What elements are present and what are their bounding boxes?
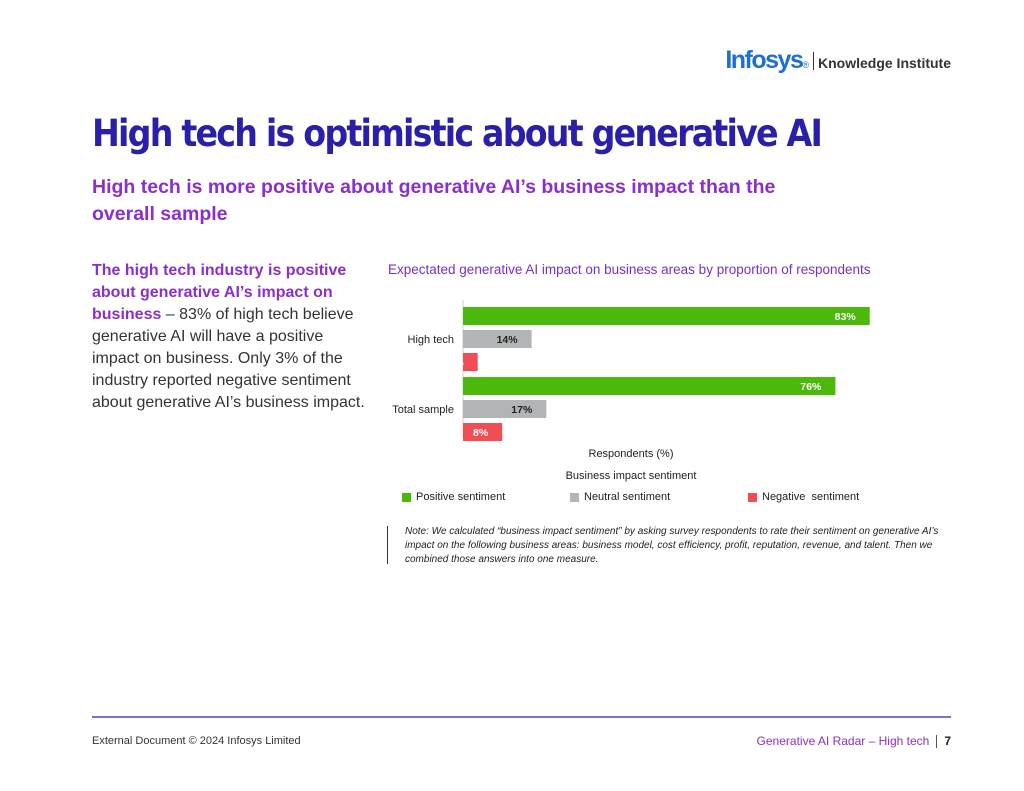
footer-divider bbox=[936, 734, 938, 748]
legend-item-negative: Negative sentiment bbox=[748, 491, 859, 503]
legend-item-positive: Positive sentiment bbox=[402, 491, 505, 503]
data-label-total-sample-neutral: 17% bbox=[511, 404, 533, 416]
legend-swatch bbox=[748, 492, 757, 502]
footer-doc-title: Generative AI Radar – High tech bbox=[756, 734, 930, 748]
data-label-total-sample-negative: 8% bbox=[473, 427, 489, 439]
legend-swatch bbox=[570, 492, 579, 502]
legend-item-neutral: Neutral sentiment bbox=[570, 491, 670, 503]
legend-swatch bbox=[402, 492, 411, 502]
data-label-total-sample-positive: 76% bbox=[800, 381, 822, 393]
category-label-high-tech: High tech bbox=[408, 334, 454, 346]
footer-rule bbox=[92, 716, 951, 718]
chart-note: Note: We calculated “business impact sen… bbox=[405, 526, 939, 565]
bar-high-tech-neutral bbox=[463, 330, 532, 348]
page-number: 7 bbox=[944, 734, 951, 748]
logo-brand: Infosys bbox=[725, 46, 804, 74]
body-text: – 83% of high tech believe generative AI… bbox=[92, 306, 365, 411]
footer-doc-info: Generative AI Radar – High tech 7 bbox=[757, 734, 951, 748]
bar-high-tech-negative bbox=[463, 353, 478, 371]
legend-label: Positive sentiment bbox=[416, 491, 506, 503]
chart-legend-title: Business impact sentiment bbox=[566, 470, 697, 482]
page-title: High tech is optimistic about generative… bbox=[92, 112, 823, 155]
chart-x-axis-label: Respondents (%) bbox=[589, 448, 674, 460]
legend-label: Neutral sentiment bbox=[584, 491, 671, 503]
footer-copyright: External Document © 2024 Infosys Limited bbox=[92, 735, 301, 747]
body-paragraph: The high tech industry is positive about… bbox=[92, 260, 372, 414]
logo-divider bbox=[813, 51, 814, 70]
infosys-logo: Infosys ® Knowledge Institute bbox=[725, 46, 951, 75]
logo-registered-mark: ® bbox=[802, 60, 809, 70]
chart-title: Expectated generative AI impact on busin… bbox=[388, 262, 871, 277]
logo-institute: Knowledge Institute bbox=[818, 55, 951, 71]
bar-total-sample-positive bbox=[463, 377, 836, 395]
legend-label: Negative sentiment bbox=[762, 491, 860, 503]
data-label-high-tech-neutral: 14% bbox=[497, 334, 519, 346]
bar-total-sample-neutral bbox=[463, 400, 547, 418]
bar-total-sample-negative bbox=[463, 423, 503, 441]
chart-legend: Positive sentiment Neutral sentiment Negat… bbox=[402, 491, 882, 507]
bar-chart: Respondents (%) Business impact sentimen… bbox=[392, 300, 870, 482]
data-label-high-tech-positive: 83% bbox=[835, 311, 857, 323]
note-divider bbox=[387, 526, 388, 564]
body-lead: The high tech industry is positive about… bbox=[92, 262, 347, 323]
page-subtitle: High tech is more positive about generat… bbox=[92, 176, 776, 225]
data-label-high-tech-negative: 3% bbox=[449, 357, 465, 369]
bar-high-tech-positive bbox=[463, 307, 870, 325]
category-label-total-sample: Total sample bbox=[392, 404, 454, 416]
